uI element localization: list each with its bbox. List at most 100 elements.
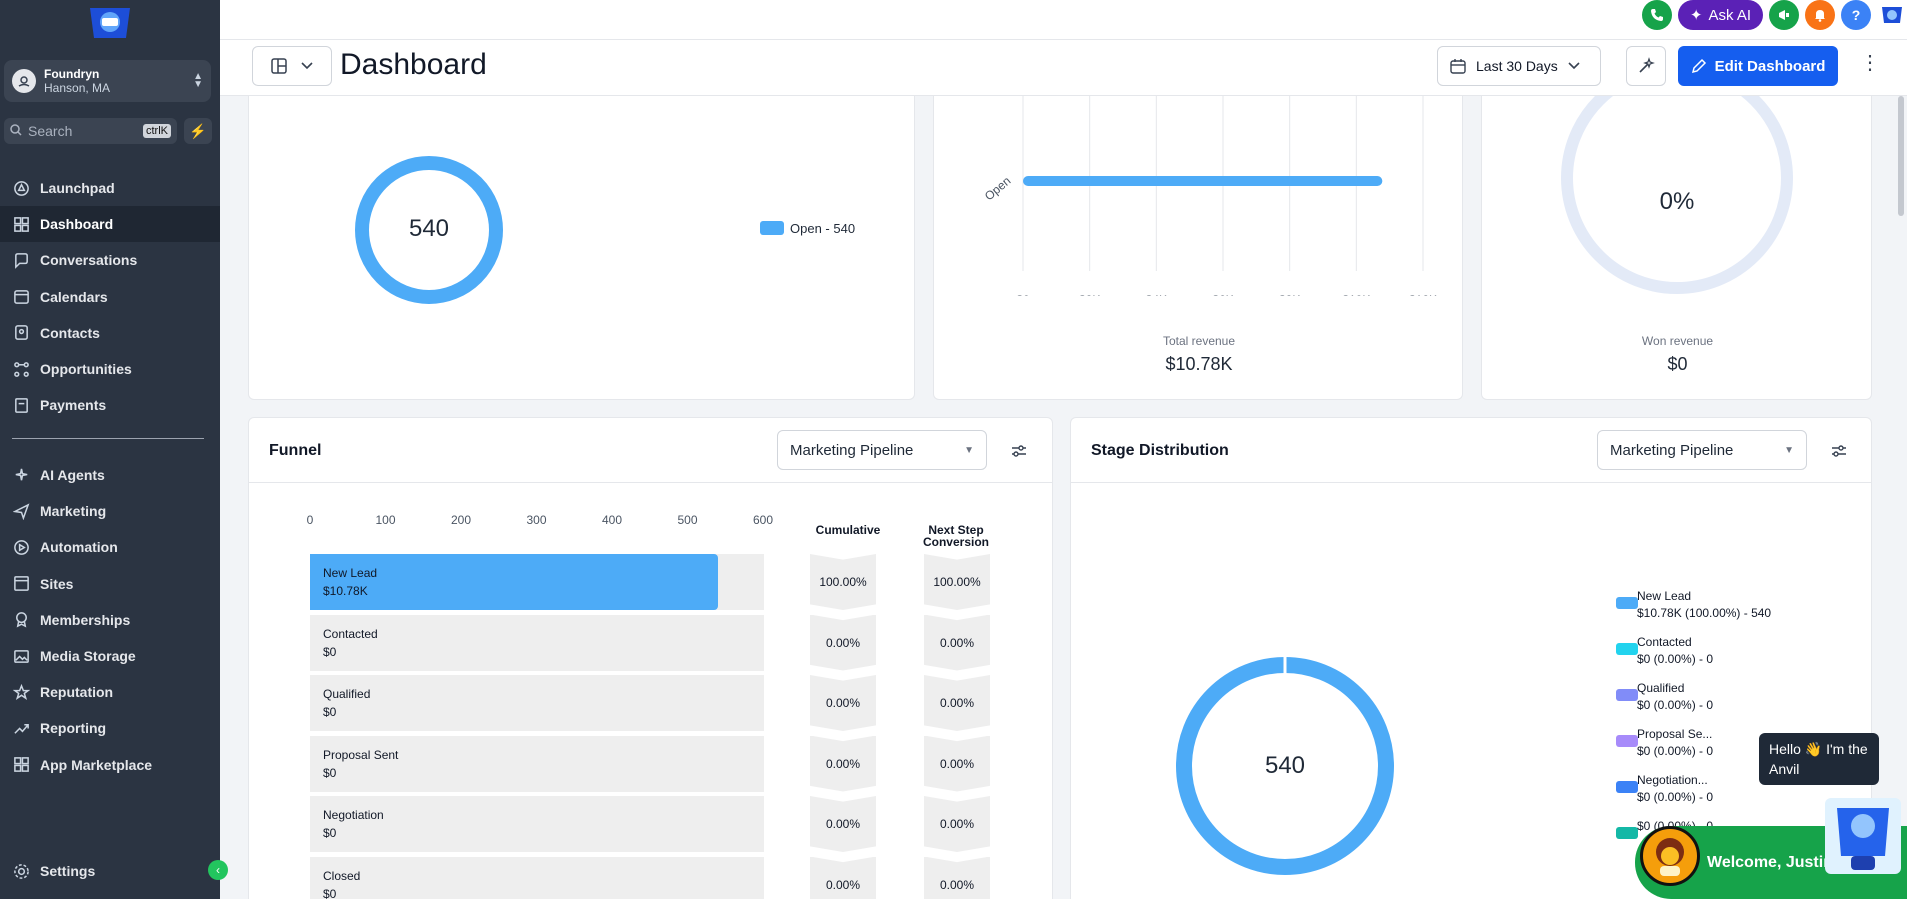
legend-swatch [760,221,784,235]
layout-icon [271,58,287,74]
pencil-icon [1691,58,1706,74]
legend-stage-detail: $0 (0.00%) - 0 [1637,744,1714,758]
layout-switcher-button[interactable] [252,46,332,86]
stage-distribution-title: Stage Distribution [1091,442,1229,459]
user-avatar[interactable] [1877,0,1907,30]
status-donut-chart [355,156,503,304]
sidebar-item-opportunities[interactable]: Opportunities [0,351,220,387]
sidebar-item-label: Automation [40,539,118,556]
search-icon [10,123,22,139]
funnel-next-percent: 0.00% [924,856,990,899]
account-name: Foundryn [44,67,100,81]
more-options-icon[interactable]: ⋮ [1860,52,1880,74]
funnel-stage-name: Contacted [323,626,378,641]
date-range-label: Last 30 Days [1476,58,1558,74]
sidebar-item-memberships[interactable]: Memberships [0,602,220,638]
funnel-stage-value: $0 [323,886,337,899]
company-logo[interactable] [86,4,134,42]
stage-legend-item[interactable]: New Lead $10.78K (100.00%) - 540 [1616,588,1772,622]
sidebar-item-label: Payments [40,397,107,414]
sidebar-item-conversations[interactable]: Conversations [0,242,220,278]
sidebar-item-reporting[interactable]: Reporting [0,710,220,746]
won-revenue-card: 0% Won revenue $0 [1481,96,1872,400]
sidebar-item-ai-agents[interactable]: AI Agents [0,457,220,493]
funnel-x-tick: 200 [450,513,472,527]
legend-stage-detail: $0 (0.00%) - 0 [1637,652,1714,666]
sidebar-item-app-marketplace[interactable]: App Marketplace [0,747,220,783]
funnel-stage-value: $0 [323,705,337,719]
stage-legend-item[interactable]: Negotiation... $0 (0.00%) - 0 [1616,772,1713,806]
account-switcher[interactable]: Foundryn Hanson, MA ▲ ▼ [4,60,211,102]
stage-pipeline-select[interactable]: Marketing Pipeline ▼ [1597,430,1807,470]
funnel-bar[interactable] [310,554,718,610]
funnel-row-label: Qualified $0 [323,685,370,721]
date-range-select[interactable]: Last 30 Days [1437,46,1601,86]
mascot-icon[interactable] [1823,796,1903,876]
x-tick-label: $8K [1279,293,1300,296]
quick-action-bolt-icon[interactable]: ⚡ [184,118,212,144]
revenue-bar[interactable] [1023,176,1383,186]
sidebar-item-reputation[interactable]: Reputation [0,674,220,710]
legend-stage-name: New Lead [1637,589,1692,603]
funnel-pipeline-value: Marketing Pipeline [790,441,914,459]
sidebar-collapse-button[interactable]: ‹ [208,860,228,880]
legend-swatch [1616,689,1638,701]
funnel-next-percent: 0.00% [924,675,990,731]
edit-dashboard-button[interactable]: Edit Dashboard [1678,46,1838,86]
chevron-down-icon [1568,62,1580,70]
sidebar-item-label: Launchpad [40,180,115,196]
help-button[interactable]: ? [1841,0,1871,30]
y-category-label: Open [982,174,1013,204]
funnel-stage-value: $0 [323,826,337,840]
stage-donut-chart [1176,656,1394,875]
sidebar-item-label: AI Agents [40,467,105,483]
sidebar-item-launchpad[interactable]: Launchpad [0,170,220,206]
sidebar-item-media-storage[interactable]: Media Storage [0,638,220,674]
stage-legend-item[interactable]: Contacted $0 (0.00%) - 0 [1616,634,1714,668]
page-scrollbar[interactable] [1898,96,1904,216]
funnel-cumulative-percent: 0.00% [810,856,876,899]
legend-swatch [1616,643,1638,655]
bell-icon[interactable] [1805,0,1835,30]
automation-icon [12,538,30,556]
chat-icon [12,251,30,269]
funnel-row-label: Proposal Sent $0 [323,746,398,782]
funnel-cumulative-percent: 100.00% [810,554,876,610]
stage-legend-item[interactable]: Qualified $0 (0.00%) - 0 [1616,680,1713,714]
filter-settings-icon[interactable] [1010,442,1028,460]
sidebar-item-dashboard[interactable]: Dashboard [0,206,220,243]
chevron-updown-icon: ▲ ▼ [193,71,203,90]
sidebar-item-calendars[interactable]: Calendars [0,279,220,315]
sidebar-item-label: App Marketplace [40,756,153,773]
x-tick-label: $12K [1409,293,1437,296]
sidebar-item-contacts[interactable]: Contacts [0,315,220,351]
ask-ai-button[interactable]: ✦ Ask AI [1677,0,1763,30]
phone-icon[interactable] [1641,0,1672,30]
legend-stage-name: Negotiation... [1637,773,1708,787]
sidebar-item-marketing[interactable]: Marketing [0,493,220,529]
funnel-row-track [310,796,764,852]
assistant-avatar[interactable] [1640,826,1700,886]
search-input[interactable]: Search ctrlK [4,118,177,144]
calendar-icon [12,288,30,306]
legend-swatch [1616,735,1638,747]
megaphone-icon[interactable] [1769,0,1799,30]
funnel-row-label: Negotiation $0 [323,806,384,842]
legend-stage-detail: $10.78K (100.00%) - 540 [1637,606,1772,620]
stage-legend-item[interactable]: Proposal Se... $0 (0.00%) - 0 [1616,726,1714,760]
funnel-cumulative-percent: 0.00% [810,675,876,731]
filter-settings-icon[interactable] [1830,442,1848,460]
sidebar-item-automation[interactable]: Automation [0,529,220,565]
sidebar-item-settings[interactable]: Settings [0,853,220,889]
sidebar-item-payments[interactable]: Payments [0,387,220,423]
top-bar: ✦ Ask AI ? [220,0,1907,40]
opportunities-icon [12,360,30,378]
funnel-cumulative-percent: 0.00% [810,735,876,792]
ai-insights-button[interactable] [1626,46,1666,86]
sidebar-item-label: Reputation [40,684,114,701]
funnel-pipeline-select[interactable]: Marketing Pipeline ▼ [777,430,987,470]
funnel-cumulative-percent: 0.00% [810,796,876,852]
contacts-icon [12,324,30,342]
sidebar-item-sites[interactable]: Sites [0,566,220,602]
sidebar-item-label: Calendars [40,288,108,305]
